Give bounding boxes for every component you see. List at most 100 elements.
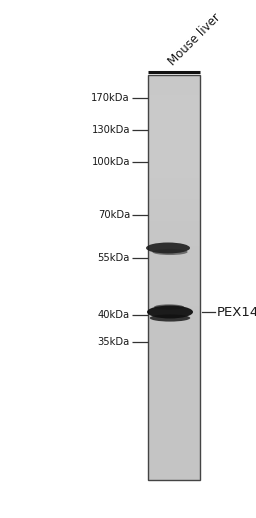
Bar xyxy=(148,361,200,363)
Bar xyxy=(148,100,200,103)
Bar xyxy=(148,305,200,306)
Bar xyxy=(148,107,200,109)
Bar xyxy=(148,75,200,480)
Bar xyxy=(148,232,200,234)
Bar xyxy=(148,120,200,121)
Bar xyxy=(148,275,200,277)
Bar xyxy=(148,140,200,141)
Bar xyxy=(148,191,200,193)
Bar xyxy=(148,131,200,132)
Bar xyxy=(148,292,200,294)
Bar xyxy=(148,333,200,335)
Bar xyxy=(148,392,200,394)
Bar xyxy=(148,457,200,459)
Bar xyxy=(148,300,200,303)
Bar xyxy=(148,310,200,312)
Bar xyxy=(148,136,200,138)
Bar xyxy=(148,220,200,221)
Bar xyxy=(148,371,200,372)
Bar xyxy=(148,418,200,420)
Bar xyxy=(148,360,200,362)
Bar xyxy=(148,348,200,350)
Bar xyxy=(148,398,200,399)
Bar xyxy=(148,412,200,414)
Bar xyxy=(148,271,200,272)
Bar xyxy=(148,249,200,251)
Bar xyxy=(148,149,200,151)
Bar xyxy=(148,110,200,112)
Bar xyxy=(148,312,200,314)
Bar xyxy=(148,76,200,78)
Bar xyxy=(148,183,200,185)
Bar xyxy=(148,438,200,440)
Bar xyxy=(148,387,200,388)
Bar xyxy=(148,437,200,439)
Bar xyxy=(148,248,200,250)
Bar xyxy=(148,178,200,179)
Bar xyxy=(148,303,200,305)
Bar xyxy=(148,184,200,186)
Bar xyxy=(148,251,200,252)
Bar xyxy=(148,429,200,430)
Bar xyxy=(148,296,200,298)
Bar xyxy=(148,222,200,224)
Bar xyxy=(148,439,200,441)
Bar xyxy=(148,460,200,462)
Bar xyxy=(148,320,200,321)
Bar xyxy=(148,354,200,356)
Bar xyxy=(148,205,200,207)
Bar xyxy=(148,116,200,118)
Bar xyxy=(148,148,200,150)
Bar xyxy=(148,372,200,374)
Bar xyxy=(148,203,200,205)
Bar xyxy=(148,330,200,332)
Bar xyxy=(148,383,200,385)
Ellipse shape xyxy=(150,314,190,322)
Bar xyxy=(148,106,200,108)
Bar xyxy=(148,410,200,412)
Bar xyxy=(148,111,200,113)
Bar xyxy=(148,373,200,375)
Bar xyxy=(148,122,200,124)
Bar xyxy=(148,423,200,425)
Bar xyxy=(148,241,200,243)
Bar xyxy=(148,426,200,428)
Text: 40kDa: 40kDa xyxy=(98,310,130,320)
Bar xyxy=(148,95,200,97)
Bar xyxy=(148,196,200,198)
Bar xyxy=(148,453,200,455)
Bar xyxy=(148,261,200,263)
Bar xyxy=(148,405,200,406)
Bar xyxy=(148,468,200,470)
Bar xyxy=(148,433,200,435)
Bar xyxy=(148,284,200,286)
Bar xyxy=(148,129,200,131)
Bar xyxy=(148,187,200,189)
Bar xyxy=(148,467,200,468)
Bar xyxy=(148,159,200,161)
Bar xyxy=(148,109,200,111)
Ellipse shape xyxy=(152,249,188,255)
Bar xyxy=(148,431,200,433)
Bar xyxy=(148,257,200,259)
Bar xyxy=(148,406,200,408)
Bar xyxy=(148,252,200,254)
Bar xyxy=(148,390,200,392)
Bar xyxy=(148,202,200,204)
Bar xyxy=(148,326,200,328)
Bar xyxy=(148,302,200,304)
Bar xyxy=(148,253,200,255)
Bar xyxy=(148,378,200,379)
Bar xyxy=(148,126,200,128)
Bar xyxy=(148,399,200,401)
Bar xyxy=(148,274,200,275)
Bar xyxy=(148,96,200,98)
Bar xyxy=(148,99,200,101)
Bar xyxy=(148,79,200,81)
Bar xyxy=(148,125,200,127)
Bar xyxy=(148,414,200,416)
Bar xyxy=(148,381,200,383)
Bar xyxy=(148,264,200,266)
Bar xyxy=(148,193,200,194)
Bar xyxy=(148,121,200,123)
